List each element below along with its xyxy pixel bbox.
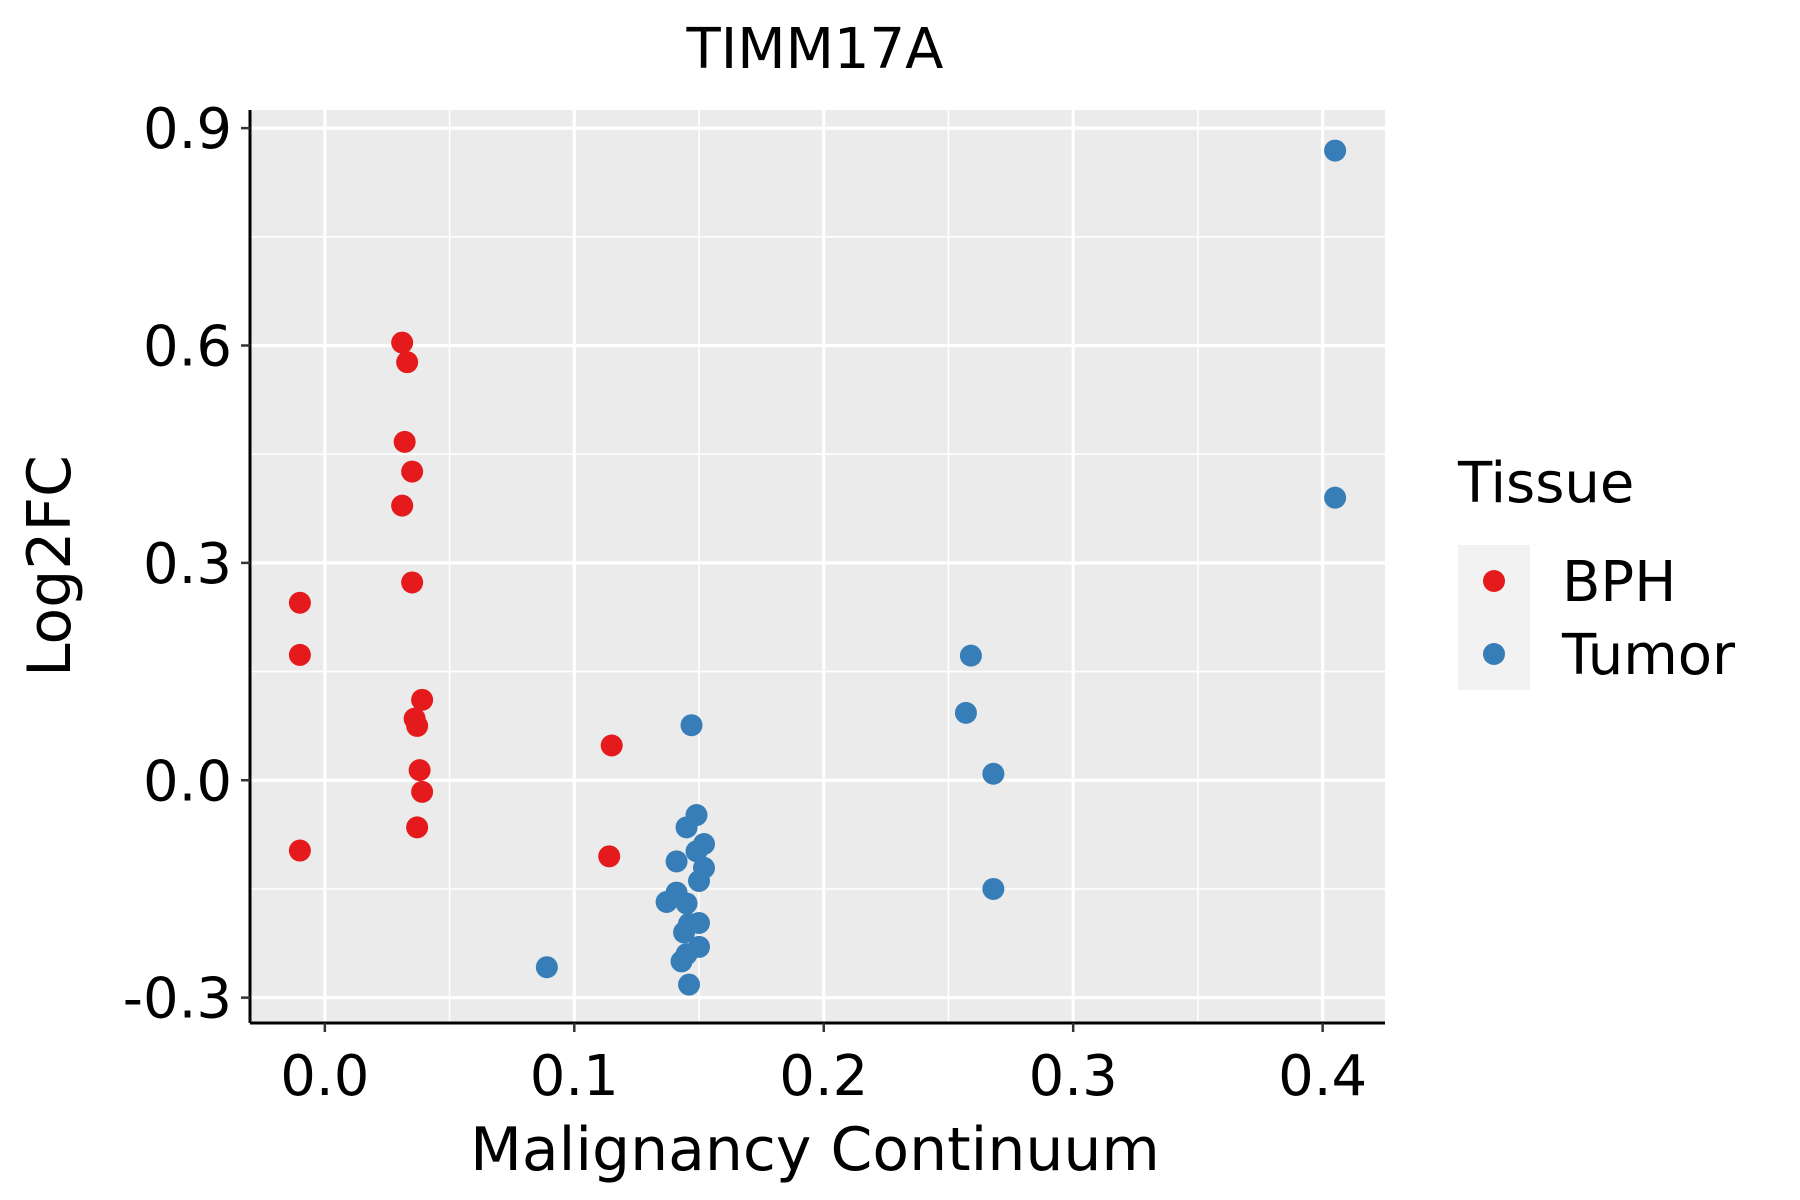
x-tick-label: 0.4 xyxy=(1278,1044,1367,1109)
y-tick-label: 0.3 xyxy=(143,532,232,597)
x-axis-title: Malignancy Continuum xyxy=(470,1115,1160,1185)
legend-key-background xyxy=(1458,545,1530,690)
point-bph xyxy=(288,591,311,614)
point-bph xyxy=(406,816,429,839)
point-bph xyxy=(411,688,434,711)
point-tumor xyxy=(982,762,1005,785)
minor-gridlines xyxy=(250,110,1385,1023)
y-tick-label: 0.9 xyxy=(143,97,232,162)
point-bph xyxy=(391,331,414,354)
chart-title: TIMM17A xyxy=(686,17,944,82)
point-tumor xyxy=(1324,139,1347,162)
point-tumor xyxy=(678,973,701,996)
point-bph xyxy=(401,571,424,594)
x-tick-label: 0.1 xyxy=(530,1044,619,1109)
point-bph xyxy=(408,759,431,782)
point-bph xyxy=(288,643,311,666)
point-bph xyxy=(288,839,311,862)
point-bph xyxy=(391,494,414,517)
point-tumor xyxy=(655,890,678,913)
point-tumor xyxy=(673,921,696,944)
point-tumor xyxy=(675,892,698,915)
point-tumor xyxy=(675,816,698,839)
x-tick-label: 0.3 xyxy=(1029,1044,1118,1109)
point-tumor xyxy=(665,850,688,873)
point-tumor xyxy=(1324,486,1347,509)
y-tick-label: 0.6 xyxy=(143,314,232,379)
legend-label-tumor: Tumor xyxy=(1561,623,1736,688)
x-axis-ticks: 0.0 0.1 0.2 0.3 0.4 xyxy=(280,1023,1367,1109)
legend: Tissue BPH Tumor xyxy=(1457,451,1736,690)
point-bph xyxy=(396,351,419,374)
y-tick-label: -0.3 xyxy=(123,967,232,1032)
major-gridlines xyxy=(250,110,1385,1023)
point-tumor xyxy=(959,644,982,667)
data-points xyxy=(288,139,1347,996)
legend-swatch-tumor xyxy=(1483,643,1505,665)
point-bph xyxy=(393,430,416,453)
point-tumor xyxy=(685,840,708,863)
point-tumor xyxy=(535,956,558,979)
y-axis-ticks: -0.3 0.0 0.3 0.6 0.9 xyxy=(123,97,250,1032)
legend-label-bph: BPH xyxy=(1562,550,1676,615)
point-tumor xyxy=(688,869,711,892)
point-bph xyxy=(406,714,429,737)
y-tick-label: 0.0 xyxy=(143,749,232,814)
x-tick-label: 0.0 xyxy=(280,1044,369,1109)
point-bph xyxy=(600,734,623,757)
plot-panel xyxy=(250,110,1385,1023)
x-tick-label: 0.2 xyxy=(779,1044,868,1109)
point-bph xyxy=(411,780,434,803)
point-tumor xyxy=(670,950,693,973)
point-tumor xyxy=(982,877,1005,900)
point-bph xyxy=(401,460,424,483)
y-axis-title: Log2FC xyxy=(15,455,85,677)
legend-title: Tissue xyxy=(1457,451,1634,516)
point-tumor xyxy=(954,701,977,724)
point-tumor xyxy=(680,714,703,737)
point-bph xyxy=(598,845,621,868)
legend-swatch-bph xyxy=(1483,570,1505,592)
